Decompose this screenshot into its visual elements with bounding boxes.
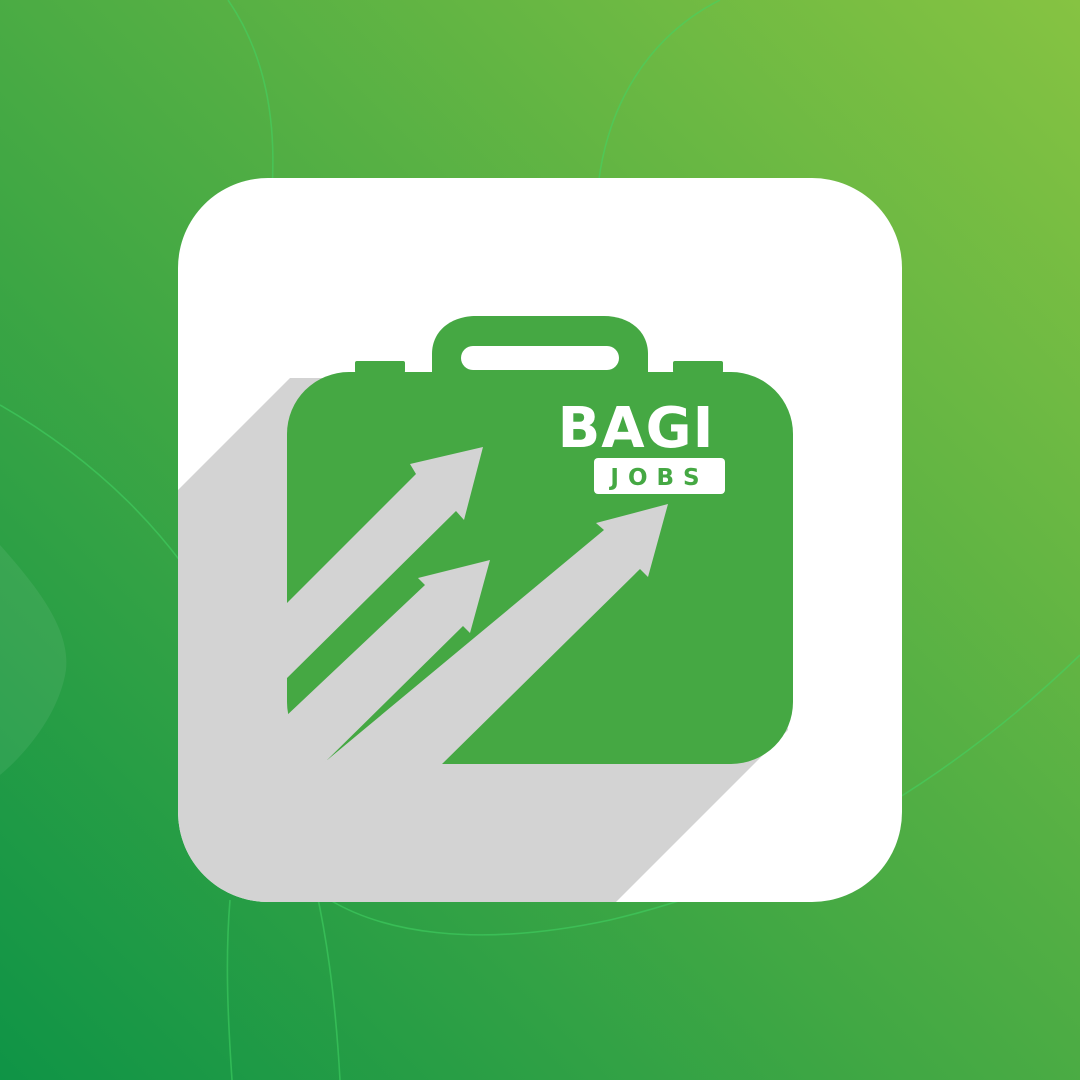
growth-arrows-icon	[284, 447, 668, 766]
background-blob	[0, 545, 67, 775]
logo-jobs-badge	[594, 458, 725, 494]
briefcase-handle-slot	[461, 346, 619, 370]
logo-wordmark-jobs: JOBS	[608, 465, 708, 491]
logo-wordmark-bagi: BAGI	[558, 396, 715, 461]
